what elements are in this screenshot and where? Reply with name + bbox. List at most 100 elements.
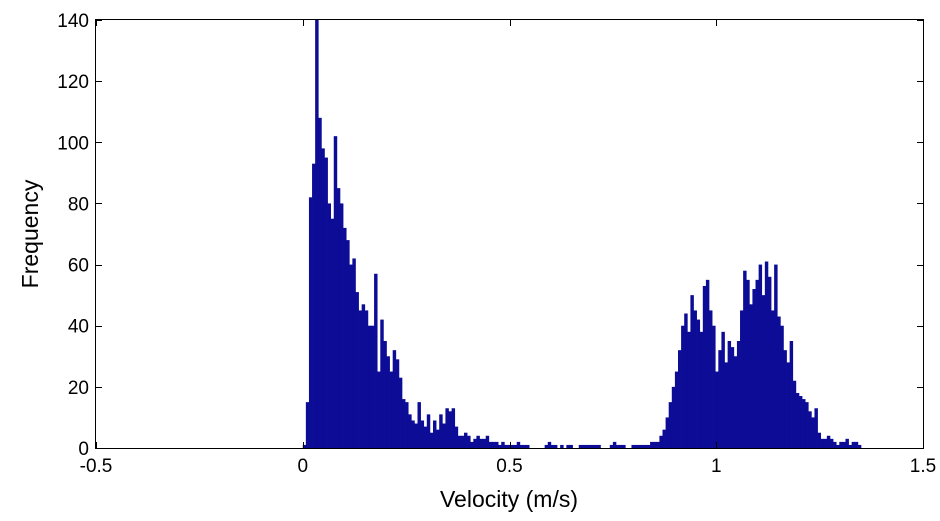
histogram-bar	[854, 441, 859, 448]
histogram-bar	[690, 295, 694, 448]
histogram-bar	[560, 444, 564, 448]
histogram-bar	[609, 444, 614, 448]
histogram-bar	[395, 359, 400, 448]
histogram-bar	[795, 392, 800, 448]
histogram-bar	[808, 411, 812, 448]
histogram-bar	[439, 414, 443, 448]
y-tick-label: 20	[68, 378, 89, 399]
plot-frame	[95, 19, 924, 449]
histogram-bar	[355, 292, 359, 448]
histogram-bar	[845, 438, 849, 448]
histogram-bar	[740, 310, 744, 448]
histogram-bar	[451, 408, 456, 448]
histogram-bar	[516, 441, 521, 448]
histogram-bar	[634, 444, 639, 448]
histogram-bar	[315, 20, 319, 448]
histogram-bar	[833, 441, 837, 448]
histogram-bar	[764, 261, 769, 448]
y-ticks-group: 0 20 40 60 80 100 120 140	[57, 11, 923, 460]
histogram-bar	[783, 350, 787, 448]
histogram-bar	[482, 438, 487, 448]
histogram-bar	[612, 441, 617, 448]
y-tick-label: 80	[68, 194, 89, 215]
histogram-bar	[327, 203, 332, 448]
histogram-bar	[473, 438, 477, 448]
histogram-bar	[820, 438, 825, 448]
histogram-bar	[510, 444, 514, 448]
histogram-bar	[405, 402, 409, 448]
x-tick-label: 0	[297, 456, 308, 477]
x-tick-label: 1	[711, 456, 722, 477]
histogram-bar	[318, 117, 322, 448]
histogram-bar	[851, 441, 856, 448]
x-tick-label: 1.5	[910, 456, 936, 477]
histogram-bar	[513, 444, 518, 448]
histogram-bar	[646, 444, 651, 448]
x-ticks-group: -0.5 0 0.5 1 1.5	[80, 20, 936, 477]
histogram-bar	[727, 341, 732, 448]
histogram-bar	[445, 408, 449, 448]
histogram-bar	[709, 310, 713, 448]
histogram-bar	[367, 325, 372, 448]
histogram-bar	[767, 276, 772, 448]
histogram-bar	[622, 444, 626, 448]
histogram-bar	[848, 444, 853, 448]
histogram-bar	[569, 444, 573, 448]
histogram-bar	[408, 414, 412, 448]
histogram-bar	[401, 399, 406, 448]
histogram-bar	[501, 441, 505, 448]
histogram-bar	[684, 313, 688, 448]
histogram-bar	[721, 331, 725, 448]
histogram-bar	[352, 258, 356, 448]
histogram-bar	[842, 441, 846, 448]
histogram-bar	[743, 270, 747, 448]
histogram-bar	[383, 341, 387, 448]
histogram-bar	[398, 377, 403, 448]
histogram-bar	[678, 350, 682, 448]
histogram-bar	[733, 356, 738, 448]
histogram-bar	[321, 148, 325, 448]
histogram-bar	[414, 423, 418, 448]
y-tick-label: 0	[78, 439, 89, 460]
histogram-bar	[550, 444, 555, 448]
histogram-bar	[805, 402, 809, 448]
histogram-bar	[693, 310, 697, 448]
histogram-bar	[464, 432, 468, 448]
histogram-bar	[485, 435, 490, 448]
histogram-bar	[724, 362, 728, 448]
histogram-bar	[594, 444, 598, 448]
histogram-bar	[718, 350, 722, 448]
histogram-bar	[370, 325, 375, 448]
histogram-bar	[308, 197, 313, 448]
histogram-bar	[467, 435, 471, 448]
x-axis-label: Velocity (m/s)	[440, 486, 578, 512]
histogram-bar	[423, 426, 428, 448]
histogram-bar	[823, 438, 828, 448]
histogram-bar	[547, 441, 552, 448]
histogram-bar	[392, 350, 397, 448]
y-tick-label: 120	[57, 72, 89, 93]
histogram-bar	[386, 356, 390, 448]
histogram-bar	[361, 304, 366, 448]
y-tick-label: 100	[57, 133, 89, 154]
histogram-bar	[730, 347, 735, 448]
histogram-bar	[333, 136, 338, 449]
histogram-bar	[377, 371, 381, 448]
histogram-bar	[662, 429, 666, 448]
histogram-bar	[488, 441, 493, 448]
histogram-bar	[426, 414, 431, 448]
histogram-bar	[786, 362, 790, 448]
histogram-bar	[653, 441, 657, 448]
histogram-bar	[597, 444, 601, 448]
histogram-bar	[746, 279, 750, 448]
histogram-bar	[702, 285, 707, 448]
histogram-bar	[631, 444, 635, 448]
histogram-bar	[814, 408, 818, 448]
histogram-bar	[736, 341, 741, 448]
histogram-bar	[364, 310, 369, 448]
histogram-bar	[696, 319, 701, 448]
histogram-bar	[448, 411, 452, 448]
histogram-bar	[665, 417, 670, 448]
